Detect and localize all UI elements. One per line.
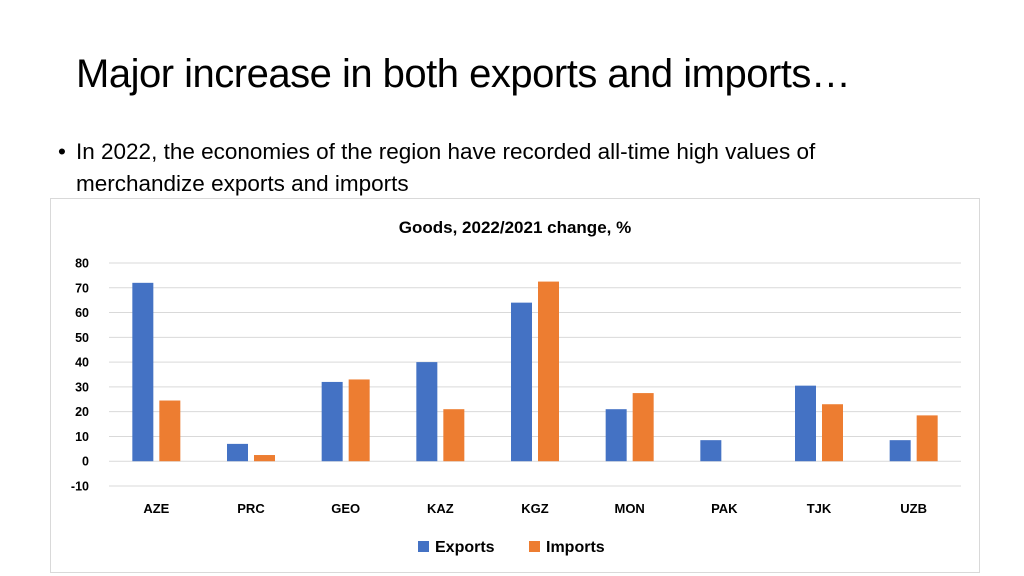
bar-exports-geo bbox=[321, 381, 343, 462]
y-tick-label: -10 bbox=[71, 480, 89, 494]
y-tick-label: 30 bbox=[75, 380, 89, 394]
x-tick-label: PRC bbox=[237, 501, 265, 516]
bar-exports-kaz bbox=[416, 362, 438, 462]
y-tick-label: 50 bbox=[75, 331, 89, 345]
bar-exports-tjk bbox=[795, 385, 816, 462]
bullet-text: In 2022, the economies of the region hav… bbox=[76, 139, 816, 196]
y-tick-label: 80 bbox=[75, 257, 89, 271]
bar-imports-prc bbox=[254, 455, 275, 462]
x-tick-label: UZB bbox=[900, 501, 927, 516]
chart-container: Goods, 2022/2021 change, % -10 0 10 20 30 40 5… bbox=[50, 198, 980, 573]
chart-title: Goods, 2022/2021 change, % bbox=[399, 218, 631, 237]
y-tick-label: 0 bbox=[82, 455, 89, 469]
bar-exports-mon bbox=[605, 409, 627, 462]
y-tick-label: 20 bbox=[75, 405, 89, 419]
bar-exports-kgz bbox=[511, 302, 532, 462]
y-tick-label: 70 bbox=[75, 281, 89, 295]
x-tick-label: TJK bbox=[807, 501, 832, 516]
x-tick-label: GEO bbox=[331, 501, 360, 516]
bullet-marker: • bbox=[58, 139, 66, 164]
y-tick-label: 40 bbox=[75, 356, 89, 370]
x-axis: AZE PRC GEO KAZ KGZ MON PAK TJK UZB bbox=[143, 501, 927, 516]
x-tick-label: KAZ bbox=[427, 501, 454, 516]
x-tick-label: AZE bbox=[143, 501, 169, 516]
legend-label-exports: Exports bbox=[435, 539, 495, 556]
bar-imports-tjk bbox=[822, 404, 843, 462]
bar-imports-geo bbox=[348, 379, 370, 462]
bar-exports-prc bbox=[227, 443, 248, 462]
bar-exports-aze bbox=[132, 282, 154, 462]
legend: Exports Imports bbox=[418, 539, 605, 556]
legend-swatch-imports bbox=[529, 541, 540, 552]
bar-chart: Goods, 2022/2021 change, % -10 0 10 20 30 40 5… bbox=[71, 218, 961, 556]
bars bbox=[132, 281, 938, 462]
bar-imports-uzb bbox=[916, 415, 938, 462]
bar-imports-aze bbox=[159, 400, 181, 462]
legend-swatch-exports bbox=[418, 541, 429, 552]
y-axis: -10 0 10 20 30 40 50 60 70 80 bbox=[71, 257, 89, 494]
bar-imports-kaz bbox=[443, 409, 465, 462]
bar-imports-mon bbox=[632, 393, 654, 462]
bar-exports-uzb bbox=[889, 440, 911, 462]
x-tick-label: KGZ bbox=[521, 501, 549, 516]
bar-exports-pak bbox=[700, 440, 722, 462]
y-tick-label: 10 bbox=[75, 430, 89, 444]
legend-label-imports: Imports bbox=[546, 539, 605, 556]
x-tick-label: PAK bbox=[711, 501, 738, 516]
y-tick-label: 60 bbox=[75, 306, 89, 320]
x-tick-label: MON bbox=[614, 501, 644, 516]
gridlines bbox=[109, 262, 961, 487]
bar-imports-kgz bbox=[538, 281, 559, 462]
slide-title: Major increase in both exports and impor… bbox=[76, 52, 851, 96]
